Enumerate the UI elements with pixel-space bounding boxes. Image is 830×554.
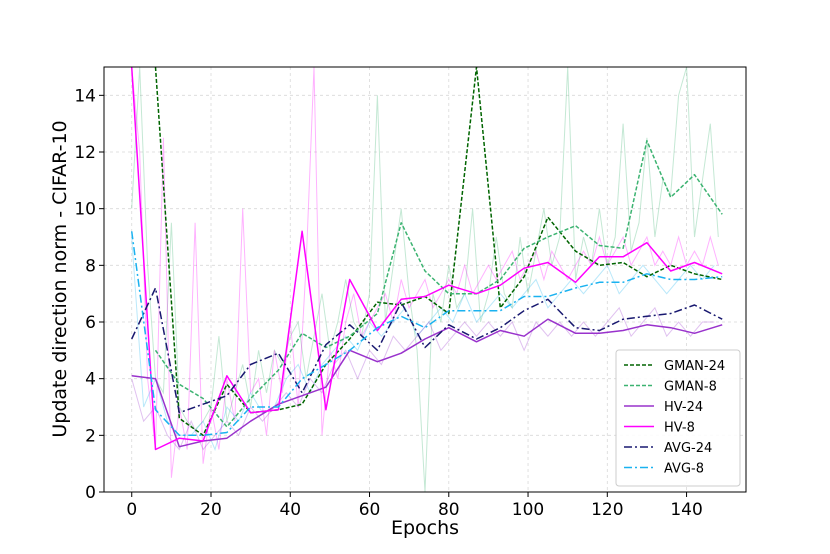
y-tick-label: 4 <box>85 370 96 390</box>
series-line-avg-24 <box>131 287 723 414</box>
x-tick-label: 40 <box>279 500 301 520</box>
y-tick-label: 8 <box>85 256 96 276</box>
legend-box <box>615 349 741 487</box>
plot-frame <box>103 66 747 493</box>
series-line-gman-24 <box>154 67 723 437</box>
raw-trace-line <box>131 67 719 478</box>
x-axis-label: Epochs <box>391 517 459 539</box>
y-tick-label: 10 <box>74 200 96 220</box>
y-tick-label: 0 <box>85 483 96 503</box>
x-tick-label: 100 <box>512 500 544 520</box>
x-tick-label: 80 <box>438 500 460 520</box>
axis-ticks: 0 20 40 60 80 100 120 140 0 2 4 6 8 10 12 14 <box>74 86 702 520</box>
y-tick-label: 14 <box>74 86 96 106</box>
legend: GMAN-24 GMAN-8 HV-24 HV-8 AVG-24 AVG-8 <box>615 349 741 487</box>
legend-label: GMAN-24 <box>664 359 725 374</box>
legend-label: GMAN-8 <box>664 380 717 395</box>
legend-label: AVG-8 <box>664 462 704 477</box>
y-tick-label: 6 <box>85 313 96 333</box>
legend-label: AVG-24 <box>664 441 712 456</box>
series-line-hv-8 <box>130 67 723 451</box>
series-line-hv-24 <box>131 318 723 448</box>
series-line-gman-8 <box>154 139 723 428</box>
series-lines <box>130 67 723 451</box>
legend-label: HV-24 <box>664 400 703 415</box>
x-tick-label: 120 <box>591 500 623 520</box>
x-tick-label: 60 <box>359 500 381 520</box>
raw-trace-line <box>131 67 719 492</box>
y-tick-label: 2 <box>85 426 96 446</box>
x-tick-label: 0 <box>126 500 137 520</box>
x-tick-label: 140 <box>670 500 702 520</box>
series-line-avg-8 <box>130 231 723 437</box>
raw-trace-line <box>131 236 715 452</box>
legend-label: HV-8 <box>664 421 695 436</box>
y-tick-label: 12 <box>74 143 96 163</box>
y-axis-label: Update direction norm - CIFAR-10 <box>49 120 71 437</box>
x-tick-label: 20 <box>200 500 222 520</box>
